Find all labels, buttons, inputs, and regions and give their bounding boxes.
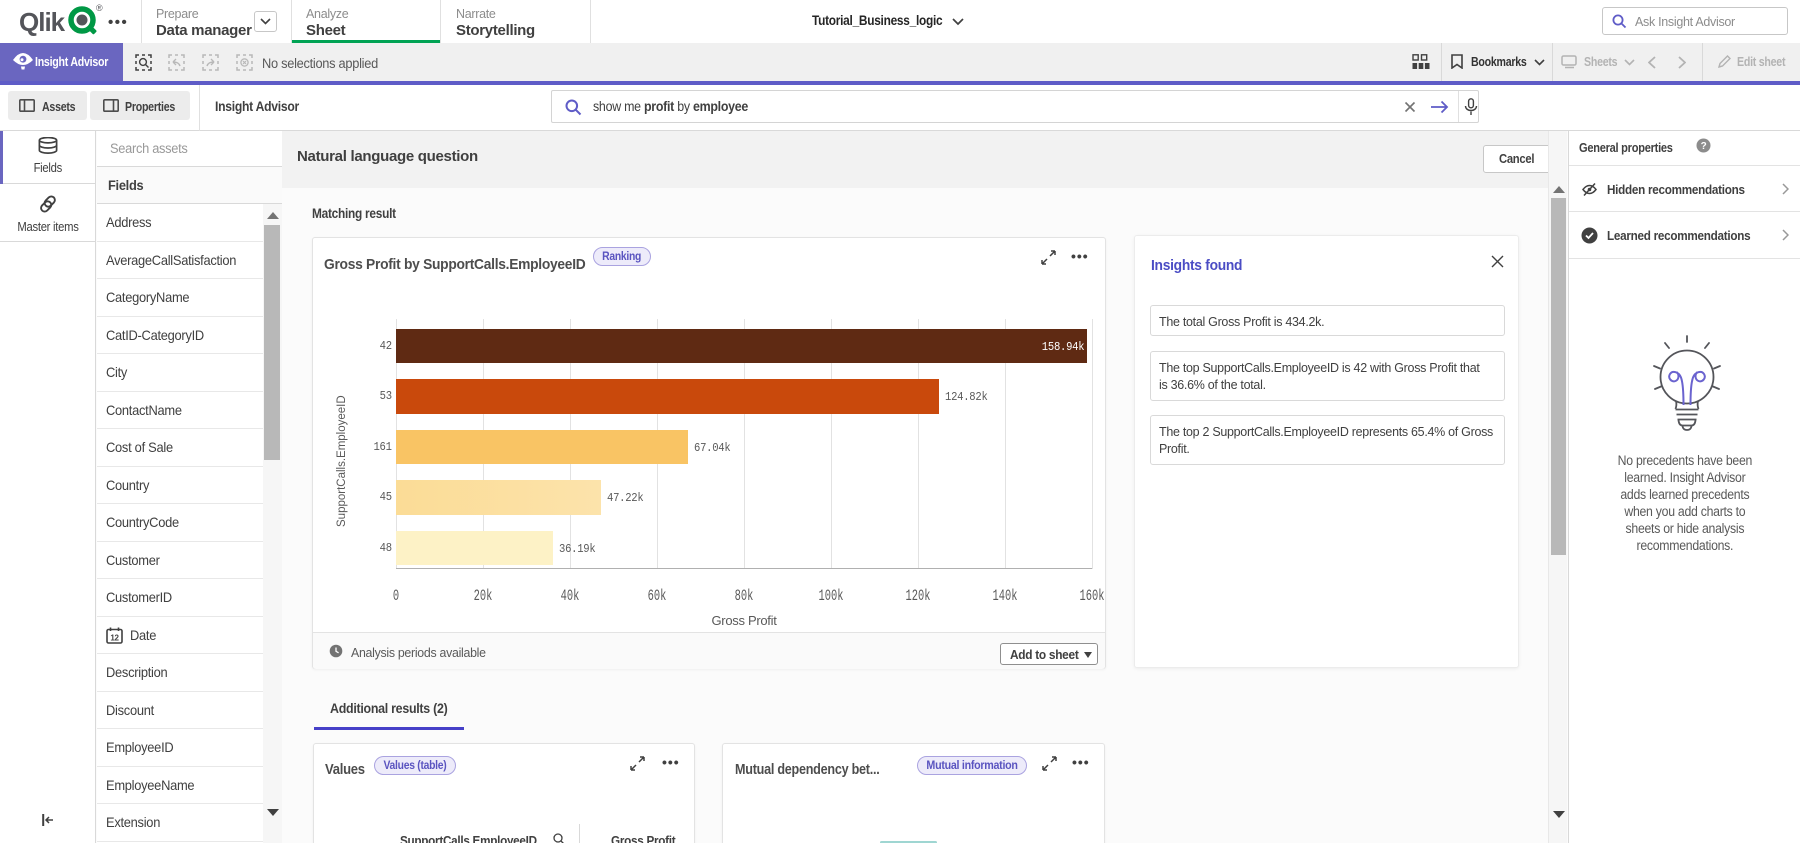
svg-text:?: ? bbox=[1701, 141, 1707, 152]
svg-text:12: 12 bbox=[110, 633, 119, 642]
